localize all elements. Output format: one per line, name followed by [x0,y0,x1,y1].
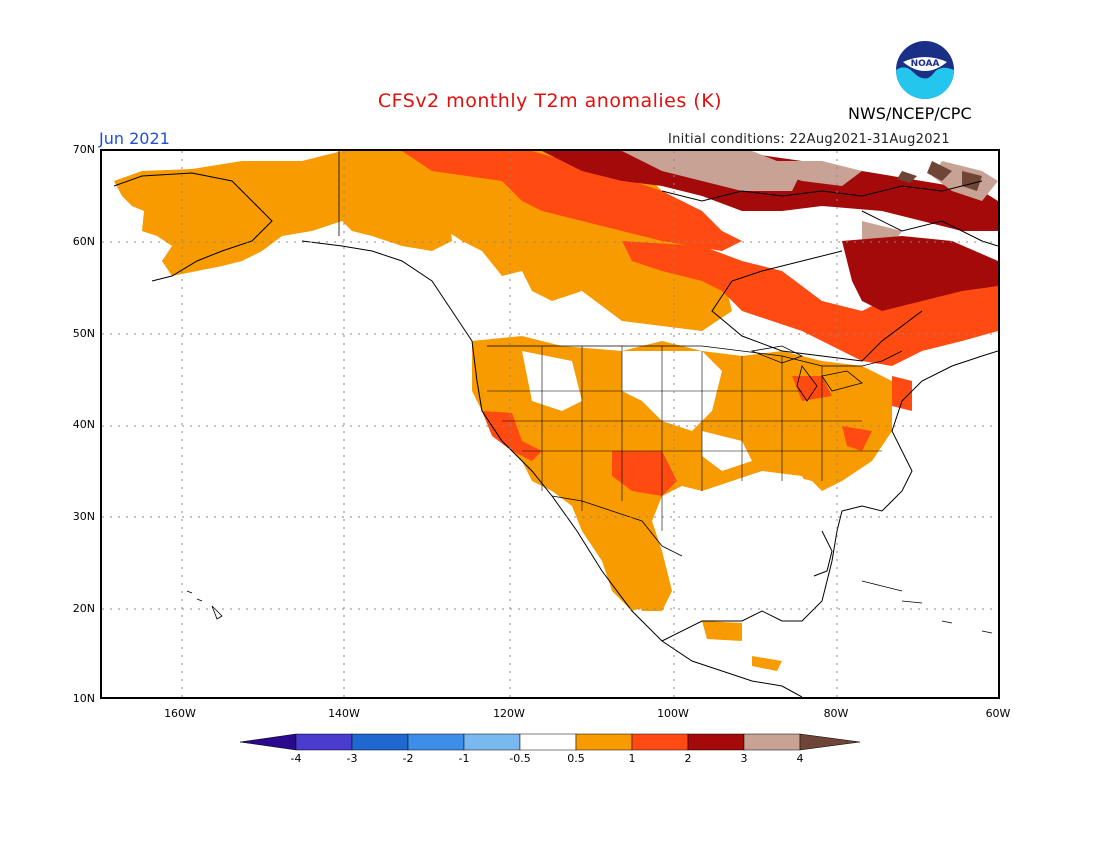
graticule [102,151,998,697]
region-california-red [482,411,542,461]
svg-text:NOAA: NOAA [911,59,940,69]
lon-label-60: 60W [985,707,1011,720]
colorbar-label: 4 [796,752,804,765]
colorbar-label: 3 [740,752,748,765]
colorbar-label: -3 [346,752,358,765]
colorbar-label: -0.5 [509,752,531,765]
region-arctic-brown [897,161,982,191]
lat-label-50: 50N [72,327,95,340]
lon-label-160: 160W [164,707,196,720]
colorbar-label: 1 [628,752,636,765]
agency-label: NWS/NCEP/CPC [848,104,972,123]
lon-label-80: 80W [823,707,849,720]
colorbar-arrow-low [240,733,297,751]
region-eastern-canada-red [622,241,998,366]
lat-label-20: 20N [72,602,95,615]
colorbar-swatch-6 [575,733,633,751]
forecast-month: Jun 2021 [99,129,170,148]
colorbar-label: -2 [402,752,414,765]
lat-label-40: 40N [72,418,95,431]
colorbar-label: -4 [290,752,302,765]
initial-conditions: Initial conditions: 22Aug2021-31Aug2021 [668,132,950,147]
map-canvas [102,151,999,698]
region-alaska [114,151,452,276]
lon-label-100: 100W [657,707,689,720]
lat-label-10: 10N [72,692,95,705]
colorbar-swatch-9 [743,733,801,751]
region-labrador-darkred [842,236,998,311]
colorbar-label: 0.5 [567,752,585,765]
colorbar-arrow-high [799,733,860,751]
lat-label-70: 70N [72,143,95,156]
region-mexico-orange [582,501,782,671]
lat-label-60: 60N [72,235,95,248]
region-canada-north-red [402,151,742,251]
colorbar-swatch-5 [519,733,577,751]
region-arctic-tan [622,151,998,246]
colorbar-swatch-8 [687,733,745,751]
region-usa-orange [472,336,892,611]
lat-label-30: 30N [72,510,95,523]
anomaly-fill [114,151,998,671]
colorbar-swatch-3 [407,733,465,751]
colorbar-swatch-2 [351,733,409,751]
colorbar-label: 2 [684,752,692,765]
colorbar-swatch-7 [631,733,689,751]
colorbar [240,733,860,751]
lon-label-120: 120W [493,707,525,720]
map-title: CFSv2 monthly T2m anomalies (K) [377,90,723,112]
region-us-plains-white [522,351,812,501]
region-southwest-red [612,451,677,496]
lon-label-140: 140W [328,707,360,720]
colorbar-label: -1 [458,752,470,765]
colorbar-swatch-4 [463,733,521,751]
colorbar-swatch-1 [295,733,353,751]
anomaly-map [100,149,1000,699]
coastlines [113,151,999,698]
noaa-logo: NOAA [896,41,954,99]
